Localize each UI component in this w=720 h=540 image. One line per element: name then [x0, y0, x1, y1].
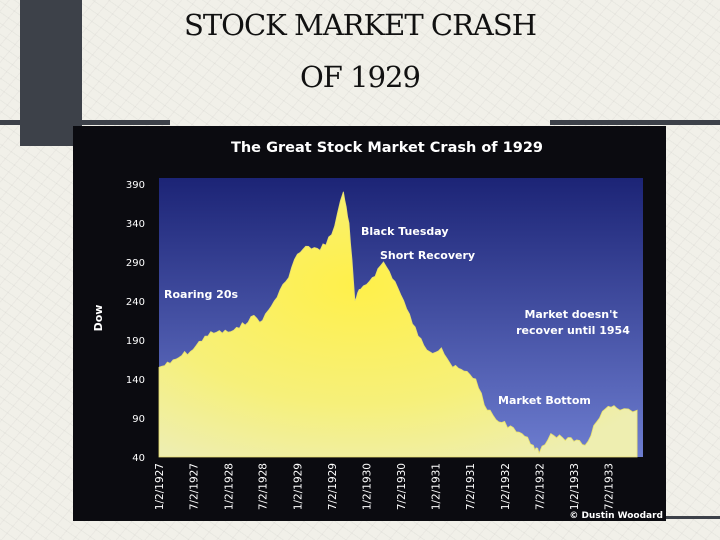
decorative-rule-left	[0, 120, 170, 125]
slide-title-line1: STOCK MARKET CRASH	[183, 8, 537, 42]
x-tick-label: 1/2/1928	[223, 463, 235, 510]
annotation-no-recovery-line2: recover until 1954	[516, 324, 630, 337]
x-tick-label: 7/2/1932	[534, 463, 546, 510]
y-axis-label: Dow	[92, 305, 105, 332]
credit-text: © Dustin Woodard	[569, 511, 663, 521]
x-tick-label: 7/2/1929	[327, 463, 339, 510]
y-tick-label: 240	[126, 297, 145, 308]
decorative-rule-right	[550, 120, 720, 125]
x-tick-label: 7/2/1931	[465, 463, 477, 510]
chart-title: The Great Stock Market Crash of 1929	[231, 140, 543, 156]
x-tick-label: 1/2/1927	[154, 463, 166, 510]
decorative-rule-bottom	[640, 516, 720, 519]
annotation-roaring-20s: Roaring 20s	[164, 288, 238, 301]
slide-title-line2: OF 1929	[300, 60, 421, 94]
x-tick-label: 1/2/1933	[569, 463, 581, 510]
x-tick-label: 7/2/1933	[603, 463, 615, 510]
y-tick-label: 290	[126, 258, 145, 269]
chart-image: 390 340 290 240 190 140 90 40 1/2/1927 7/2/1927 1…	[73, 126, 666, 521]
x-tick-label: 1/2/1929	[293, 463, 305, 510]
x-tick-label: 7/2/1930	[396, 463, 408, 510]
y-tick-label: 390	[126, 180, 145, 191]
x-tick-label: 1/2/1930	[362, 463, 374, 510]
annotation-no-recovery-line1: Market doesn't	[524, 308, 617, 321]
x-tick-label: 1/2/1931	[431, 463, 443, 510]
annotation-black-tuesday: Black Tuesday	[361, 225, 449, 238]
x-tick-label: 7/2/1928	[258, 463, 270, 510]
y-tick-label: 40	[132, 453, 145, 464]
x-tick-label: 7/2/1927	[188, 463, 200, 510]
dow-area-series	[158, 191, 638, 458]
y-tick-label: 90	[132, 414, 145, 425]
annotation-short-recovery: Short Recovery	[380, 249, 475, 262]
x-tick-label: 1/2/1932	[500, 463, 512, 510]
y-tick-label: 340	[126, 219, 145, 230]
annotation-no-recovery: Market doesn't recover until 1954	[516, 308, 630, 337]
annotation-market-bottom: Market Bottom	[498, 394, 591, 407]
y-tick-label: 140	[126, 375, 145, 386]
y-tick-label: 190	[126, 336, 145, 347]
crash-chart: 390 340 290 240 190 140 90 40 1/2/1927 7/2/1927 1…	[73, 126, 666, 521]
